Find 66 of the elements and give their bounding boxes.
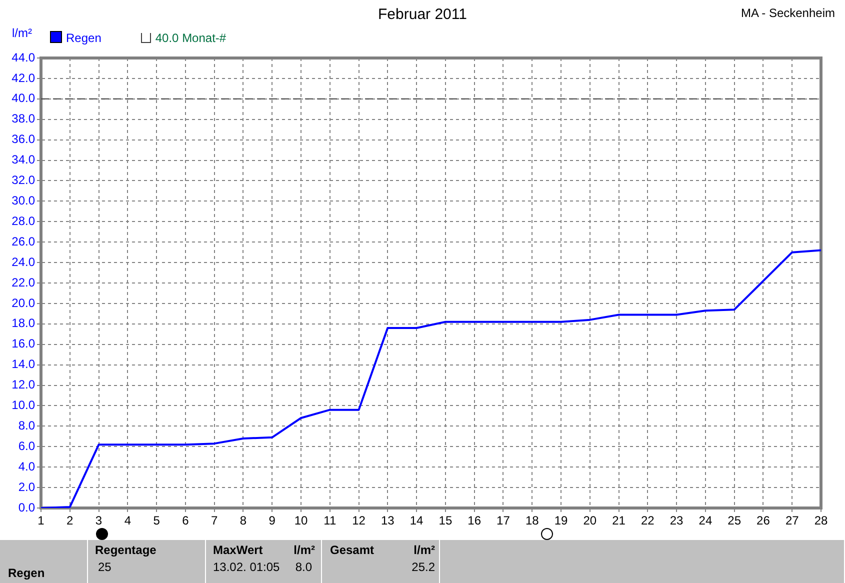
x-tick-label: 22	[640, 514, 655, 528]
y-tick-label: 4.0	[18, 459, 36, 474]
text: 8.0	[295, 560, 312, 574]
x-tick-label: 19	[554, 514, 568, 528]
y-tick-label: 24.0	[12, 254, 36, 269]
y-tick-label: 40.0	[12, 91, 36, 106]
x-tick-label: 2	[66, 514, 74, 528]
x-tick-label: 13	[380, 514, 395, 528]
x-tick-label: 7	[210, 514, 218, 528]
x-tick-label: 1	[38, 514, 45, 528]
x-tick-label: 20	[583, 514, 597, 528]
x-tick-label: 18	[525, 514, 540, 528]
x-tick-label: 3	[95, 514, 102, 528]
y-tick-label: 28.0	[12, 214, 36, 228]
y-tick-label: 42.0	[12, 70, 36, 85]
x-tick-label: 11	[324, 514, 336, 528]
x-tick-label: 14	[410, 514, 424, 528]
x-tick-label: 24	[698, 514, 712, 528]
y-tick-label: 38.0	[12, 112, 36, 126]
x-tick-label: 23	[670, 514, 684, 528]
y-tick-label: 0.0	[18, 500, 36, 514]
y-tick-label: 16.0	[12, 336, 36, 351]
text: Regentage	[95, 543, 156, 557]
x-tick-label: 4	[124, 514, 132, 528]
legend-label: Regen	[66, 31, 102, 45]
chart-title: Februar 2011	[378, 6, 467, 23]
x-tick-label: 25	[728, 514, 742, 528]
y-tick-label: 30.0	[12, 193, 36, 208]
text: l/m²	[414, 543, 435, 557]
x-tick-label: 27	[785, 514, 800, 528]
y-tick-label: 6.0	[18, 438, 36, 453]
chart-subtitle: MA - Seckenheim	[740, 6, 835, 20]
x-tick-label: 5	[153, 514, 160, 528]
y-tick-label: 8.0	[18, 418, 36, 432]
text: l/m²	[294, 543, 315, 557]
y-tick-label: 12.0	[12, 378, 36, 392]
text: Regen	[8, 566, 45, 580]
x-tick-label: 9	[268, 514, 276, 528]
y-tick-label: 18.0	[12, 316, 36, 330]
y-tick-label: 32.0	[12, 173, 36, 188]
x-tick-label: 15	[438, 514, 452, 528]
y-axis-title: l/m²	[12, 26, 32, 40]
x-tick-label: 16	[468, 514, 482, 528]
legend-label: 40.0 Monat-#	[155, 31, 226, 45]
text: 25	[98, 560, 112, 574]
text: Gesamt	[330, 543, 374, 557]
y-tick-label: 14.0	[12, 357, 36, 372]
x-tick-label: 10	[294, 514, 308, 528]
text: 25.2	[412, 560, 435, 574]
x-tick-label: 12	[352, 514, 366, 528]
x-tick-label: 28	[814, 514, 828, 528]
y-tick-label: 22.0	[12, 275, 36, 290]
x-tick-label: 6	[182, 514, 190, 528]
x-tick-label: 17	[496, 514, 510, 528]
text: 13.02. 01:05	[213, 560, 280, 574]
x-tick-label: 8	[240, 514, 247, 528]
x-tick-label: 21	[612, 514, 626, 528]
y-tick-label: 20.0	[12, 296, 36, 310]
y-tick-label: 10.0	[12, 398, 36, 412]
text: MaxWert	[213, 543, 263, 557]
x-tick-label: 26	[756, 514, 770, 528]
y-tick-label: 44.0	[12, 50, 36, 64]
y-tick-label: 26.0	[12, 234, 36, 248]
y-tick-label: 36.0	[12, 132, 36, 146]
y-tick-label: 2.0	[18, 480, 36, 494]
y-tick-label: 34.0	[12, 152, 36, 167]
